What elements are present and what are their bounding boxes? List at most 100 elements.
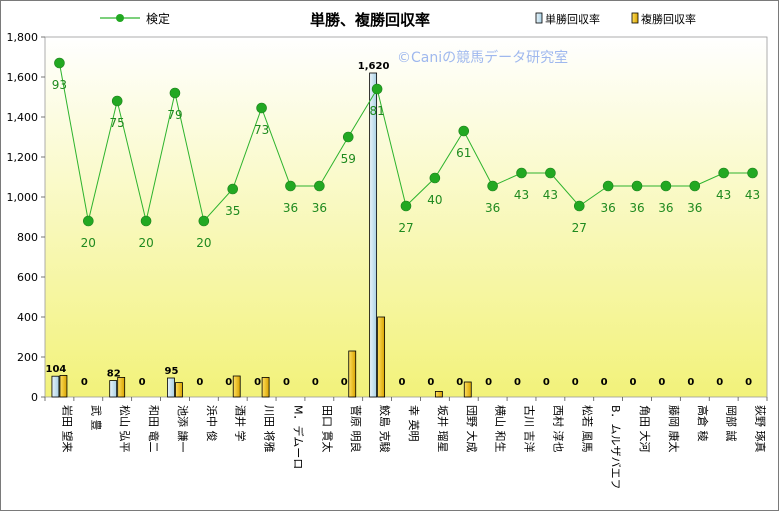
bar-data-label: 0 bbox=[716, 377, 723, 388]
x-tick-label: 坂井 瑠星 bbox=[436, 405, 450, 453]
line-point bbox=[198, 215, 210, 227]
line-point bbox=[487, 180, 498, 192]
legend-bar1-label: 単勝回収率 bbox=[545, 12, 600, 26]
x-tick-label: 和田 竜二 bbox=[147, 405, 161, 453]
legend-bar2-swatch bbox=[631, 12, 639, 24]
x-tick-label: 幸 英明 bbox=[407, 405, 421, 442]
line-point bbox=[342, 131, 354, 143]
line-data-label: 36 bbox=[312, 201, 327, 215]
line-data-label: 93 bbox=[52, 78, 67, 92]
bar-data-label: 0 bbox=[687, 377, 694, 388]
line-point bbox=[458, 125, 470, 137]
bar-fukusho bbox=[434, 390, 443, 398]
y-tick-label: 800 bbox=[17, 231, 38, 244]
y-tick-label: 1,200 bbox=[7, 151, 39, 164]
line-data-label: 36 bbox=[629, 201, 644, 215]
bar-fukusho bbox=[348, 350, 357, 398]
bar-data-label: 104 bbox=[46, 364, 67, 375]
line-point bbox=[140, 215, 152, 227]
line-point bbox=[545, 167, 556, 179]
line-data-label: 20 bbox=[138, 236, 153, 250]
line-point bbox=[660, 180, 672, 192]
bar-fukusho bbox=[59, 374, 68, 398]
line-point bbox=[285, 180, 296, 192]
bar-data-label: 0 bbox=[601, 377, 608, 388]
plot-area bbox=[44, 36, 768, 398]
bar-fukusho bbox=[261, 376, 270, 398]
line-data-label: 20 bbox=[196, 236, 211, 250]
x-tick-label: 古川 吉洋 bbox=[523, 405, 537, 453]
bar-tansho bbox=[109, 380, 118, 398]
bar-data-label: 0 bbox=[283, 377, 290, 388]
x-tick-label: 鮫島 克駿 bbox=[378, 405, 392, 453]
x-tick-label: 団野 大成 bbox=[465, 405, 479, 453]
y-tick-label: 600 bbox=[17, 271, 38, 284]
line-point bbox=[602, 180, 614, 192]
y-tick-label: 1,000 bbox=[7, 191, 39, 204]
bar-data-label: 0 bbox=[427, 377, 434, 388]
line-data-label: 81 bbox=[369, 104, 384, 118]
y-tick-label: 1,800 bbox=[7, 31, 39, 44]
bar-fukusho bbox=[463, 381, 472, 398]
line-data-label: 75 bbox=[110, 116, 125, 130]
bar-data-label: 0 bbox=[745, 377, 752, 388]
x-tick-label: 川田 将雅 bbox=[263, 405, 277, 453]
line-point bbox=[516, 167, 527, 179]
line-point bbox=[256, 102, 267, 114]
bar-tansho bbox=[369, 72, 378, 398]
line-data-label: 27 bbox=[572, 221, 587, 235]
line-data-label: 73 bbox=[254, 123, 269, 137]
legend-bar2-label: 複勝回収率 bbox=[641, 12, 696, 26]
line-data-label: 20 bbox=[81, 236, 96, 250]
line-point bbox=[429, 172, 441, 184]
line-point bbox=[83, 215, 94, 227]
x-tick-label: 田口 貫太 bbox=[320, 405, 333, 453]
x-tick-label: M．デムーロ bbox=[291, 405, 305, 469]
legend: 検定 単勝回収率 複勝回収率 bbox=[100, 11, 696, 26]
line-data-label: 79 bbox=[167, 108, 182, 122]
bar-data-label: 0 bbox=[341, 377, 348, 388]
legend-bar1-swatch bbox=[535, 12, 543, 24]
line-data-label: 36 bbox=[687, 201, 702, 215]
y-tick-label: 400 bbox=[17, 311, 38, 324]
y-tick-label: 200 bbox=[17, 351, 38, 364]
line-data-label: 59 bbox=[341, 152, 356, 166]
legend-line-marker bbox=[116, 14, 124, 22]
x-tick-label: 荻野 琢真 bbox=[754, 405, 768, 453]
line-data-label: 43 bbox=[745, 188, 760, 202]
chart-title: 単勝、複勝回収率 bbox=[310, 11, 430, 29]
line-data-label: 43 bbox=[514, 188, 529, 202]
line-point bbox=[689, 180, 701, 192]
bar-data-label: 0 bbox=[630, 377, 637, 388]
legend-line-label: 検定 bbox=[146, 11, 170, 26]
line-point bbox=[169, 87, 181, 99]
bar-data-label: 0 bbox=[225, 377, 232, 388]
line-data-label: 43 bbox=[543, 188, 558, 202]
x-tick-label: 松山 弘平 bbox=[118, 405, 132, 453]
bar-data-label: 0 bbox=[514, 377, 521, 388]
line-data-label: 36 bbox=[283, 201, 298, 215]
x-tick-label: 松若 風馬 bbox=[580, 405, 594, 453]
x-tick-label: 武 豊 bbox=[89, 405, 102, 431]
line-point bbox=[371, 83, 383, 95]
line-point bbox=[400, 200, 412, 212]
bar-tansho bbox=[167, 377, 175, 398]
x-tick-label: 横山 和生 bbox=[494, 405, 508, 453]
bar-data-label: 0 bbox=[254, 377, 261, 388]
bar-data-label: 0 bbox=[456, 377, 463, 388]
line-data-label: 27 bbox=[398, 221, 413, 235]
bar-data-label: 95 bbox=[164, 366, 178, 377]
x-tick-label: 岡部 誠 bbox=[725, 405, 739, 442]
x-tick-label: 藤岡 康太 bbox=[667, 405, 681, 453]
line-data-label: 36 bbox=[485, 201, 500, 215]
bar-tansho bbox=[51, 375, 60, 398]
line-point bbox=[573, 200, 585, 212]
line-data-label: 43 bbox=[716, 188, 731, 202]
bar-fukusho bbox=[232, 375, 241, 398]
line-data-label: 36 bbox=[601, 201, 616, 215]
bar-data-label: 0 bbox=[543, 377, 550, 388]
line-point bbox=[54, 57, 65, 69]
bar-data-label: 0 bbox=[81, 377, 88, 388]
